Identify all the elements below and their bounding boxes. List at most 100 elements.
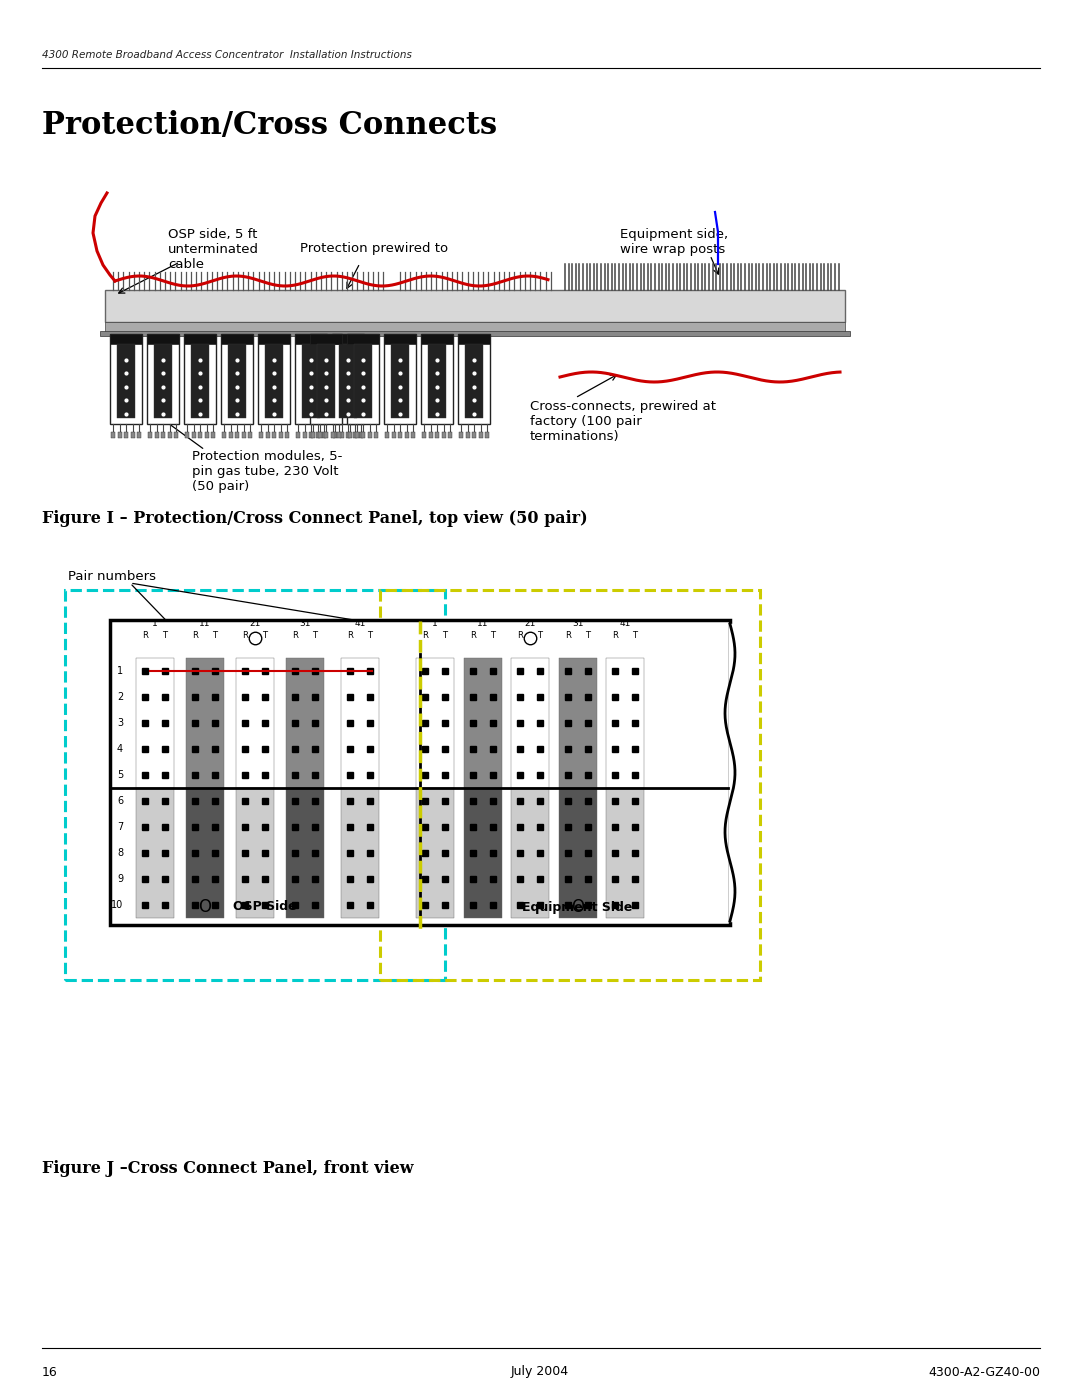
Bar bbox=[148, 432, 152, 439]
Bar bbox=[136, 788, 174, 918]
Bar bbox=[235, 432, 239, 439]
Bar bbox=[361, 432, 365, 439]
Bar bbox=[105, 321, 845, 332]
Text: T: T bbox=[162, 631, 167, 640]
Bar bbox=[258, 334, 291, 344]
Bar bbox=[405, 432, 408, 439]
Bar bbox=[167, 432, 172, 439]
Text: Protection modules, 5-
pin gas tube, 230 Volt
(50 pair): Protection modules, 5- pin gas tube, 230… bbox=[192, 450, 342, 493]
Text: R: R bbox=[292, 631, 298, 640]
Text: OSP Side: OSP Side bbox=[233, 901, 297, 914]
Text: 10: 10 bbox=[111, 900, 123, 909]
Text: T: T bbox=[213, 631, 217, 640]
Bar bbox=[339, 344, 356, 418]
Text: Equipment side,
wire wrap posts: Equipment side, wire wrap posts bbox=[620, 228, 728, 256]
Bar bbox=[347, 334, 379, 344]
Bar bbox=[100, 331, 850, 337]
Bar bbox=[65, 590, 445, 981]
Text: 9: 9 bbox=[117, 875, 123, 884]
Text: 7: 7 bbox=[117, 821, 123, 833]
Bar bbox=[259, 432, 264, 439]
Text: T: T bbox=[633, 631, 637, 640]
Bar bbox=[458, 334, 490, 425]
Bar bbox=[310, 334, 342, 425]
Text: 21: 21 bbox=[524, 619, 536, 629]
Text: 11: 11 bbox=[477, 619, 489, 629]
Text: Figure I – Protection/Cross Connect Panel, top view (50 pair): Figure I – Protection/Cross Connect Pane… bbox=[42, 510, 588, 527]
Bar bbox=[309, 432, 313, 439]
Bar bbox=[346, 432, 350, 439]
Bar bbox=[324, 432, 328, 439]
Bar bbox=[333, 432, 337, 439]
Text: 6: 6 bbox=[117, 796, 123, 806]
Bar bbox=[237, 658, 274, 788]
Text: 21: 21 bbox=[249, 619, 260, 629]
Bar bbox=[302, 344, 320, 418]
Bar bbox=[258, 334, 291, 425]
Text: 1: 1 bbox=[117, 666, 123, 676]
Text: T: T bbox=[538, 631, 542, 640]
Text: 4300-A2-GZ40-00: 4300-A2-GZ40-00 bbox=[928, 1365, 1040, 1379]
Bar bbox=[421, 334, 453, 344]
Text: July 2004: July 2004 bbox=[511, 1365, 569, 1379]
Bar bbox=[310, 334, 342, 344]
Bar bbox=[416, 788, 454, 918]
Bar bbox=[154, 432, 159, 439]
Text: T: T bbox=[490, 631, 496, 640]
Bar bbox=[380, 590, 760, 981]
Bar bbox=[266, 344, 283, 418]
Text: O: O bbox=[571, 898, 584, 916]
Bar bbox=[442, 432, 446, 439]
Bar bbox=[295, 334, 327, 425]
Bar bbox=[147, 334, 179, 425]
Text: 31: 31 bbox=[572, 619, 584, 629]
Text: 8: 8 bbox=[117, 848, 123, 858]
Bar bbox=[211, 432, 215, 439]
Bar bbox=[435, 432, 438, 439]
Bar bbox=[448, 432, 453, 439]
Bar bbox=[559, 658, 597, 788]
Bar bbox=[248, 432, 252, 439]
Bar bbox=[229, 432, 232, 439]
Bar bbox=[421, 334, 453, 425]
Bar bbox=[465, 432, 470, 439]
Text: R: R bbox=[192, 631, 198, 640]
Text: 41: 41 bbox=[619, 619, 631, 629]
Bar bbox=[422, 432, 426, 439]
Text: Pair numbers: Pair numbers bbox=[68, 570, 156, 583]
Bar bbox=[354, 344, 372, 418]
Bar bbox=[296, 432, 300, 439]
Bar bbox=[384, 432, 389, 439]
Bar bbox=[242, 432, 245, 439]
Text: R: R bbox=[565, 631, 571, 640]
Bar bbox=[295, 334, 327, 344]
Bar bbox=[279, 432, 283, 439]
Text: 41: 41 bbox=[354, 619, 366, 629]
Bar bbox=[391, 344, 409, 418]
Text: OSP side, 5 ft
unterminated
cable: OSP side, 5 ft unterminated cable bbox=[168, 228, 259, 271]
Bar bbox=[428, 344, 446, 418]
Bar bbox=[191, 432, 195, 439]
Bar bbox=[374, 432, 378, 439]
Bar bbox=[311, 432, 315, 439]
Bar bbox=[391, 432, 395, 439]
Bar bbox=[161, 432, 165, 439]
Text: 1: 1 bbox=[152, 619, 158, 629]
Bar bbox=[118, 432, 121, 439]
Bar bbox=[559, 788, 597, 918]
Bar bbox=[110, 334, 141, 425]
Text: Protection/Cross Connects: Protection/Cross Connects bbox=[42, 110, 497, 141]
Bar bbox=[318, 344, 335, 418]
Bar bbox=[464, 788, 502, 918]
Bar bbox=[606, 788, 644, 918]
Bar bbox=[124, 432, 129, 439]
Text: Equipment Side: Equipment Side bbox=[523, 901, 633, 914]
Text: R: R bbox=[242, 631, 248, 640]
Bar bbox=[174, 432, 178, 439]
Bar bbox=[348, 432, 352, 439]
Text: R: R bbox=[143, 631, 148, 640]
Bar bbox=[285, 432, 289, 439]
Bar bbox=[222, 432, 226, 439]
Text: 4: 4 bbox=[117, 745, 123, 754]
Bar bbox=[184, 334, 216, 425]
